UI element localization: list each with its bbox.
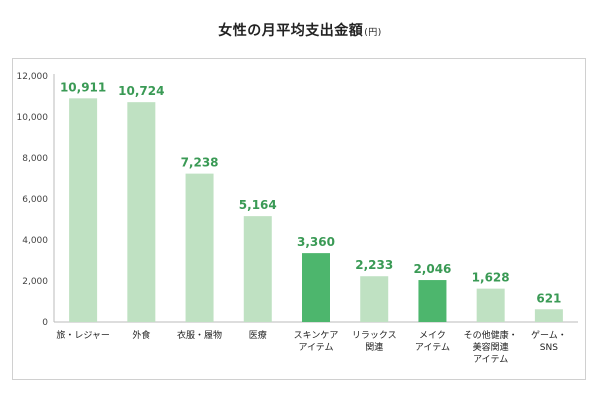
bar-value-label: 7,238 [181,156,219,170]
y-tick-label: 12,000 [17,72,49,82]
x-category-label: 旅・レジャー [56,329,110,341]
chart-title-text: 女性の月平均支出金額 [218,23,364,39]
x-category-label: 外食 [132,329,150,341]
chart-title: 女性の月平均支出金額(円) [0,20,600,40]
x-category-label: アイテム [298,342,333,353]
bar-value-label: 1,628 [472,271,510,285]
x-category-label: スキンケア [294,330,339,341]
x-category-label: 医療 [249,329,267,341]
bar [302,253,330,322]
x-category-label: メイク [419,330,446,341]
bar [360,276,389,322]
x-category-label: その他健康・ [464,329,518,341]
chart-frame [12,58,586,380]
x-category-label: ゲーム・ [531,329,567,341]
x-category-label: アイテム [473,354,508,365]
x-category-label: アイテム [415,342,450,353]
y-tick-label: 0 [42,318,48,328]
x-category-label: 関連 [365,341,383,353]
bar [243,216,272,322]
bar [185,173,214,322]
bar [127,102,156,323]
x-category-label: SNS [540,343,558,353]
bar-value-label: 5,164 [239,198,277,212]
y-tick-label: 6,000 [22,195,48,205]
y-tick-label: 2,000 [22,277,48,287]
bar [69,98,98,323]
y-tick-label: 10,000 [17,113,49,123]
x-category-label: 美容関連 [473,341,509,353]
y-tick-label: 4,000 [22,236,48,246]
bar-value-label: 10,911 [60,80,106,94]
bar [418,280,447,322]
chart-unit: (円) [364,28,382,38]
bar-value-label: 621 [536,291,561,305]
bar-value-label: 3,360 [297,235,335,249]
bar [476,288,505,322]
bar-value-label: 2,233 [355,258,393,272]
bar [534,309,563,322]
bar-value-label: 2,046 [413,262,451,276]
x-category-label: リラックス [352,330,397,341]
y-tick-label: 8,000 [22,154,48,164]
x-category-label: 衣服・履物 [177,329,222,341]
bar-value-label: 10,724 [118,84,164,98]
